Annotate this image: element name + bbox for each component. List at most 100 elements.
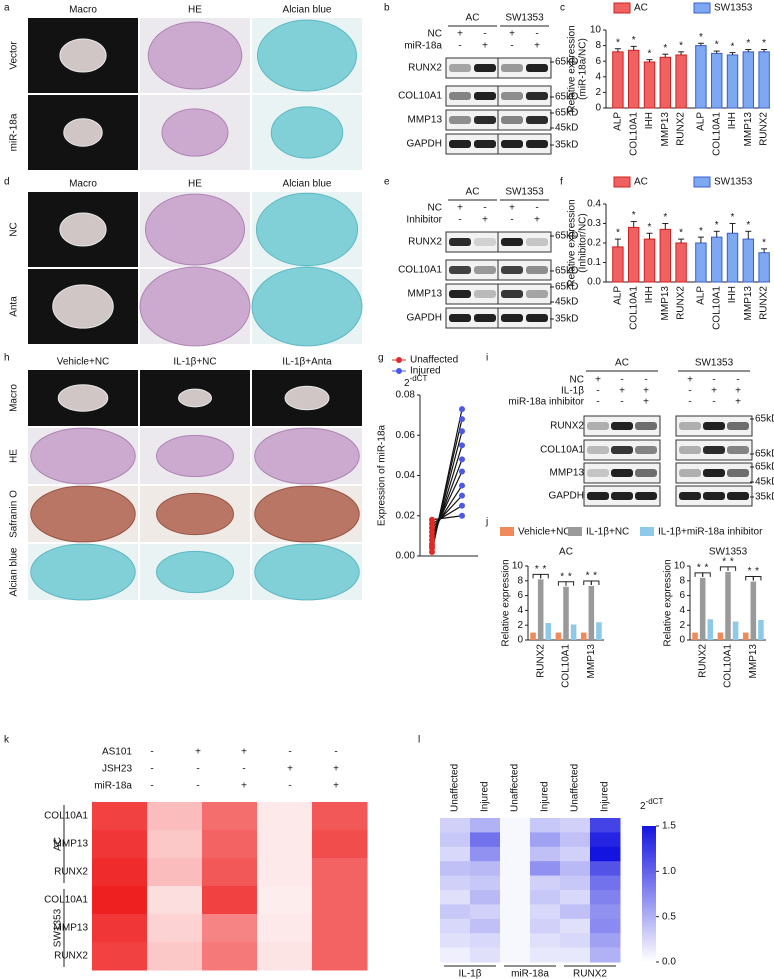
heat-cell [590, 861, 621, 877]
colorbar-tick-label: 0.5 [662, 911, 676, 922]
specimen [178, 388, 212, 408]
y-tick-label: 2 [679, 620, 685, 631]
row-label: RUNX2 [54, 951, 88, 962]
bar [545, 622, 552, 640]
bar [612, 51, 624, 109]
heat-cell [92, 914, 148, 943]
panel-letter: a [4, 3, 10, 14]
significance: * [762, 237, 766, 248]
bar [758, 51, 770, 109]
significance: * [648, 222, 652, 233]
blot-band [727, 492, 749, 500]
heat-cell [590, 818, 621, 833]
condition-sign: + [287, 764, 293, 775]
x-tick-label: MMP13 [660, 286, 671, 321]
bar [710, 52, 723, 109]
heat-cell [440, 947, 471, 963]
specimen [161, 108, 229, 157]
specimen [59, 212, 107, 247]
column-header: Alcian blue [283, 5, 332, 16]
heat-cell [560, 918, 591, 934]
marker-label: 65kD [555, 266, 578, 277]
blot-band [635, 469, 657, 477]
bar [692, 632, 698, 640]
blot-band [526, 116, 548, 124]
x-tick-label: RUNX2 [676, 286, 687, 320]
blot-box [497, 259, 552, 281]
significance: * [705, 562, 709, 573]
heat-cell [530, 875, 561, 891]
x-tick-label: MMP13 [586, 644, 597, 679]
legend-label: SW1353 [714, 177, 753, 188]
blot-band [501, 64, 523, 72]
legend-label: Unaffected [410, 355, 458, 366]
panel-letter: b [384, 3, 390, 14]
heat-cell [147, 830, 203, 859]
y-axis-label: Relative expression [567, 199, 578, 286]
y-tick-label: 8 [595, 40, 601, 51]
blot-band [474, 92, 496, 100]
x-tick-label: MMP13 [748, 644, 759, 679]
heat-cell [530, 890, 561, 905]
blot-band [727, 422, 749, 430]
group-label: AC [466, 187, 480, 198]
marker-label: 45kD [755, 477, 774, 488]
panel-letter: g [378, 353, 384, 364]
heat-cell [92, 830, 148, 859]
bar [570, 624, 577, 640]
heat-cell [560, 933, 591, 949]
specimen [30, 543, 136, 601]
bar [695, 242, 707, 283]
condition-sign: + [457, 29, 463, 40]
y-axis-label: (Inhibitor/NC) [578, 213, 589, 272]
point [459, 416, 465, 423]
x-tick-label: COL10A1 [711, 286, 722, 330]
y-tick-label: 2 [517, 620, 523, 631]
x-tick-label: MMP13 [743, 286, 754, 321]
blot-box [497, 133, 552, 155]
condition-sign: - [150, 764, 153, 775]
heat-cell [560, 890, 591, 905]
significance: * [731, 41, 735, 52]
specimen [284, 385, 330, 411]
heat-cell [202, 914, 258, 943]
protein-label: RUNX2 [408, 237, 442, 248]
heat-cell [530, 818, 561, 833]
protein-label: GAPDH [406, 139, 442, 150]
heat-cell [560, 947, 591, 963]
heat-cell [440, 918, 471, 934]
heat-cell [500, 947, 531, 963]
legend-swatch [640, 527, 654, 536]
column-label: Injured [540, 781, 551, 812]
significance: * [663, 212, 667, 223]
condition-sign: + [735, 386, 741, 397]
heat-cell [500, 832, 531, 848]
column-label: Unaffected [450, 764, 461, 812]
y-axis-label: Relative expression [663, 559, 674, 646]
y-tick-label: 0.2 [587, 238, 601, 249]
heat-cell [202, 858, 258, 887]
blot-band [474, 314, 496, 322]
heat-cell [470, 947, 501, 963]
paired-line [431, 495, 463, 529]
y-axis-label: (miR-18a/NC) [578, 38, 589, 100]
blot-band [526, 314, 548, 322]
heat-cell [560, 832, 591, 848]
condition-sign: + [241, 781, 247, 792]
condition-sign: - [712, 375, 715, 386]
blot-box [497, 57, 552, 79]
y-tick-label: 8 [517, 575, 523, 586]
condition-sign: - [196, 781, 199, 792]
bar [742, 51, 755, 109]
blot-band [679, 469, 701, 477]
condition-sign: - [596, 386, 599, 397]
point [459, 442, 465, 449]
group-label: RUNX2 [573, 969, 607, 979]
specimen [30, 485, 136, 543]
marker-label: 35kD [555, 140, 578, 151]
group-label: AC [466, 13, 480, 24]
x-tick-label: COL10A1 [628, 286, 639, 330]
bar [750, 581, 757, 640]
heat-cell [590, 846, 621, 862]
point [459, 492, 465, 499]
